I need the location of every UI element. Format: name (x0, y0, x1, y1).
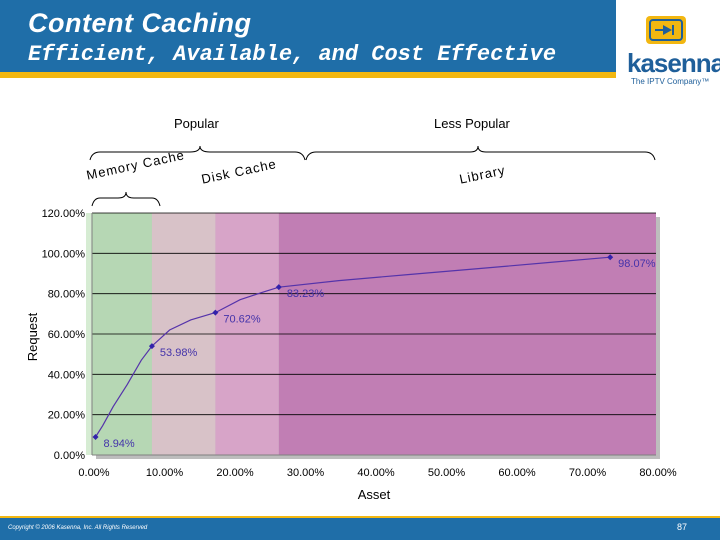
memory-band-edge (86, 213, 92, 455)
x-tick-label: 10.00% (146, 467, 184, 479)
x-tick-label: 20.00% (216, 467, 254, 479)
y-tick-label: 80.00% (48, 289, 86, 301)
data-label: 8.94% (104, 438, 135, 450)
x-tick-label: 0.00% (78, 467, 109, 479)
slide-header: Content Caching Efficient, Available, an… (0, 0, 720, 86)
less-popular-bracket (305, 145, 656, 161)
x-tick-label: 50.00% (428, 467, 466, 479)
y-tick-label: 40.00% (48, 369, 86, 381)
memory-cache-bracket (91, 191, 161, 207)
x-axis-label: Asset (358, 487, 391, 502)
header-band (0, 0, 616, 78)
data-label: 70.62% (223, 314, 261, 326)
popular-label: Popular (174, 116, 219, 131)
x-tick-label: 30.00% (287, 467, 325, 479)
data-label: 83.23% (287, 288, 325, 300)
data-label: 98.07% (618, 258, 656, 270)
kasenna-logo-icon (646, 16, 686, 44)
logo-tagline: The IPTV Company™ (631, 77, 710, 86)
y-tick-label: 60.00% (48, 329, 86, 341)
data-point (212, 309, 219, 316)
x-tick-label: 80.00% (639, 467, 677, 479)
footer-divider (0, 516, 720, 518)
data-point (607, 254, 614, 261)
logo-wordmark: kasenna (627, 48, 720, 78)
data-label: 53.98% (160, 347, 198, 359)
y-tick-label: 100.00% (42, 248, 86, 260)
copyright-text: Copyright © 2006 Kasenna, Inc. All Right… (8, 525, 148, 531)
x-tick-label: 60.00% (498, 467, 536, 479)
y-tick-label: 0.00% (54, 450, 85, 462)
x-tick-label: 70.00% (569, 467, 607, 479)
x-tick-label: 40.00% (357, 467, 395, 479)
footer-bar (0, 518, 720, 540)
y-tick-label: 20.00% (48, 410, 86, 422)
slide-title: Content Caching (28, 8, 252, 38)
popular-bracket (89, 145, 306, 161)
slide-subtitle: Efficient, Available, and Cost Effective (28, 42, 557, 67)
y-tick-label: 120.00% (42, 208, 86, 220)
data-point (275, 284, 282, 291)
less-popular-label: Less Popular (434, 116, 510, 131)
page-number: 87 (677, 522, 688, 532)
data-point (148, 343, 155, 350)
y-axis-label: Request (25, 312, 40, 361)
data-point (92, 433, 99, 440)
